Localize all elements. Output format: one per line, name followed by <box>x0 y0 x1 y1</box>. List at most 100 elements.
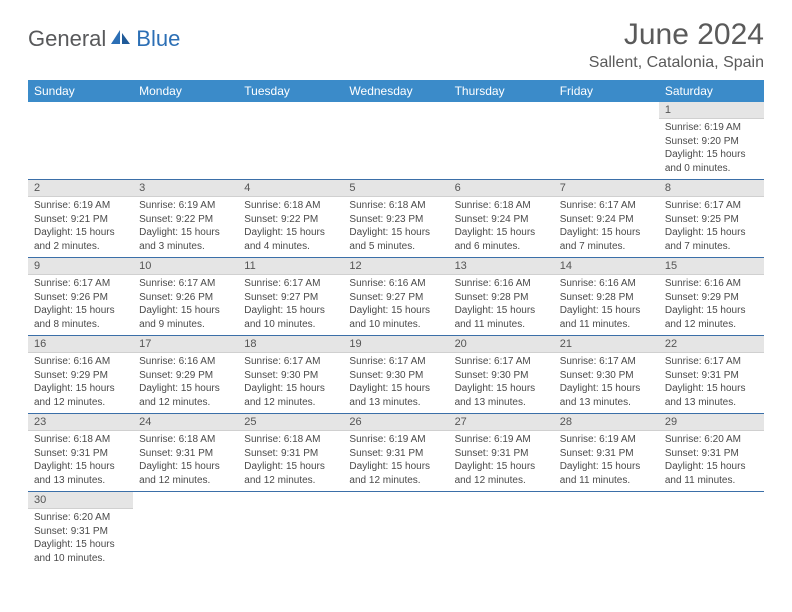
day-sunrise: Sunrise: 6:16 AM <box>560 277 653 291</box>
day-cell: 29Sunrise: 6:20 AMSunset: 9:31 PMDayligh… <box>659 414 764 491</box>
day-daylight1: Daylight: 15 hours <box>34 538 127 552</box>
page-header: General Blue June 2024 Sallent, Cataloni… <box>28 18 764 72</box>
day-cell: 4Sunrise: 6:18 AMSunset: 9:22 PMDaylight… <box>238 180 343 257</box>
day-content: Sunrise: 6:19 AMSunset: 9:22 PMDaylight:… <box>133 197 238 257</box>
day-number: 21 <box>554 336 659 353</box>
day-sunset: Sunset: 9:31 PM <box>349 447 442 461</box>
day-cell <box>133 492 238 569</box>
day-sunset: Sunset: 9:30 PM <box>560 369 653 383</box>
day-sunset: Sunset: 9:25 PM <box>665 213 758 227</box>
day-daylight2: and 13 minutes. <box>455 396 548 410</box>
day-number: 13 <box>449 258 554 275</box>
day-sunrise: Sunrise: 6:20 AM <box>665 433 758 447</box>
day-sunrise: Sunrise: 6:16 AM <box>665 277 758 291</box>
day-cell <box>238 492 343 569</box>
day-header-tuesday: Tuesday <box>238 80 343 102</box>
day-number: 1 <box>659 102 764 119</box>
day-sunset: Sunset: 9:22 PM <box>139 213 232 227</box>
day-sunrise: Sunrise: 6:19 AM <box>560 433 653 447</box>
day-cell: 19Sunrise: 6:17 AMSunset: 9:30 PMDayligh… <box>343 336 448 413</box>
day-cell: 24Sunrise: 6:18 AMSunset: 9:31 PMDayligh… <box>133 414 238 491</box>
day-number: 5 <box>343 180 448 197</box>
day-number: 4 <box>238 180 343 197</box>
day-sunrise: Sunrise: 6:16 AM <box>349 277 442 291</box>
day-cell <box>343 492 448 569</box>
day-sunrise: Sunrise: 6:19 AM <box>349 433 442 447</box>
day-daylight1: Daylight: 15 hours <box>244 226 337 240</box>
day-daylight2: and 5 minutes. <box>349 240 442 254</box>
day-sunrise: Sunrise: 6:17 AM <box>349 355 442 369</box>
day-sunset: Sunset: 9:27 PM <box>244 291 337 305</box>
day-sunrise: Sunrise: 6:18 AM <box>455 199 548 213</box>
day-header-friday: Friday <box>554 80 659 102</box>
day-number: 28 <box>554 414 659 431</box>
day-content: Sunrise: 6:19 AMSunset: 9:31 PMDaylight:… <box>554 431 659 491</box>
day-sunrise: Sunrise: 6:18 AM <box>349 199 442 213</box>
week-row: 16Sunrise: 6:16 AMSunset: 9:29 PMDayligh… <box>28 336 764 414</box>
day-content: Sunrise: 6:18 AMSunset: 9:23 PMDaylight:… <box>343 197 448 257</box>
day-content: Sunrise: 6:17 AMSunset: 9:30 PMDaylight:… <box>343 353 448 413</box>
day-cell <box>554 492 659 569</box>
day-cell: 9Sunrise: 6:17 AMSunset: 9:26 PMDaylight… <box>28 258 133 335</box>
day-sunset: Sunset: 9:23 PM <box>349 213 442 227</box>
day-sunset: Sunset: 9:27 PM <box>349 291 442 305</box>
day-content: Sunrise: 6:17 AMSunset: 9:27 PMDaylight:… <box>238 275 343 335</box>
day-sunrise: Sunrise: 6:17 AM <box>244 355 337 369</box>
day-number: 24 <box>133 414 238 431</box>
day-cell <box>238 102 343 179</box>
day-sunset: Sunset: 9:31 PM <box>139 447 232 461</box>
day-content: Sunrise: 6:19 AMSunset: 9:31 PMDaylight:… <box>343 431 448 491</box>
week-row: 23Sunrise: 6:18 AMSunset: 9:31 PMDayligh… <box>28 414 764 492</box>
day-number: 22 <box>659 336 764 353</box>
day-daylight2: and 10 minutes. <box>349 318 442 332</box>
day-number: 2 <box>28 180 133 197</box>
day-cell: 8Sunrise: 6:17 AMSunset: 9:25 PMDaylight… <box>659 180 764 257</box>
day-number: 15 <box>659 258 764 275</box>
day-number: 11 <box>238 258 343 275</box>
day-cell: 18Sunrise: 6:17 AMSunset: 9:30 PMDayligh… <box>238 336 343 413</box>
day-sunset: Sunset: 9:31 PM <box>34 447 127 461</box>
week-row: 1Sunrise: 6:19 AMSunset: 9:20 PMDaylight… <box>28 102 764 180</box>
day-header-thursday: Thursday <box>449 80 554 102</box>
day-number: 26 <box>343 414 448 431</box>
day-cell: 23Sunrise: 6:18 AMSunset: 9:31 PMDayligh… <box>28 414 133 491</box>
day-daylight1: Daylight: 15 hours <box>665 148 758 162</box>
day-cell <box>449 102 554 179</box>
logo: General Blue <box>28 18 180 52</box>
day-content: Sunrise: 6:18 AMSunset: 9:31 PMDaylight:… <box>28 431 133 491</box>
day-cell: 28Sunrise: 6:19 AMSunset: 9:31 PMDayligh… <box>554 414 659 491</box>
day-number: 27 <box>449 414 554 431</box>
day-cell <box>28 102 133 179</box>
day-daylight1: Daylight: 15 hours <box>665 226 758 240</box>
day-daylight1: Daylight: 15 hours <box>139 382 232 396</box>
day-cell: 3Sunrise: 6:19 AMSunset: 9:22 PMDaylight… <box>133 180 238 257</box>
day-sunrise: Sunrise: 6:16 AM <box>34 355 127 369</box>
day-sunset: Sunset: 9:29 PM <box>34 369 127 383</box>
day-daylight1: Daylight: 15 hours <box>455 382 548 396</box>
day-content: Sunrise: 6:18 AMSunset: 9:24 PMDaylight:… <box>449 197 554 257</box>
day-content: Sunrise: 6:17 AMSunset: 9:30 PMDaylight:… <box>238 353 343 413</box>
day-sunrise: Sunrise: 6:19 AM <box>139 199 232 213</box>
day-content: Sunrise: 6:17 AMSunset: 9:30 PMDaylight:… <box>554 353 659 413</box>
day-cell <box>343 102 448 179</box>
logo-text-blue: Blue <box>136 26 180 52</box>
day-cell: 1Sunrise: 6:19 AMSunset: 9:20 PMDaylight… <box>659 102 764 179</box>
day-cell <box>449 492 554 569</box>
day-content: Sunrise: 6:20 AMSunset: 9:31 PMDaylight:… <box>659 431 764 491</box>
day-sunrise: Sunrise: 6:19 AM <box>455 433 548 447</box>
day-sunset: Sunset: 9:24 PM <box>455 213 548 227</box>
day-number: 25 <box>238 414 343 431</box>
day-sunset: Sunset: 9:31 PM <box>244 447 337 461</box>
day-sunset: Sunset: 9:29 PM <box>665 291 758 305</box>
day-daylight2: and 12 minutes. <box>34 396 127 410</box>
day-number: 8 <box>659 180 764 197</box>
day-content: Sunrise: 6:16 AMSunset: 9:29 PMDaylight:… <box>28 353 133 413</box>
day-daylight1: Daylight: 15 hours <box>560 226 653 240</box>
day-cell: 2Sunrise: 6:19 AMSunset: 9:21 PMDaylight… <box>28 180 133 257</box>
day-daylight1: Daylight: 15 hours <box>665 382 758 396</box>
day-daylight2: and 12 minutes. <box>139 396 232 410</box>
day-sunrise: Sunrise: 6:18 AM <box>244 433 337 447</box>
day-sunset: Sunset: 9:26 PM <box>139 291 232 305</box>
day-daylight2: and 11 minutes. <box>560 318 653 332</box>
day-header-row: Sunday Monday Tuesday Wednesday Thursday… <box>28 80 764 102</box>
